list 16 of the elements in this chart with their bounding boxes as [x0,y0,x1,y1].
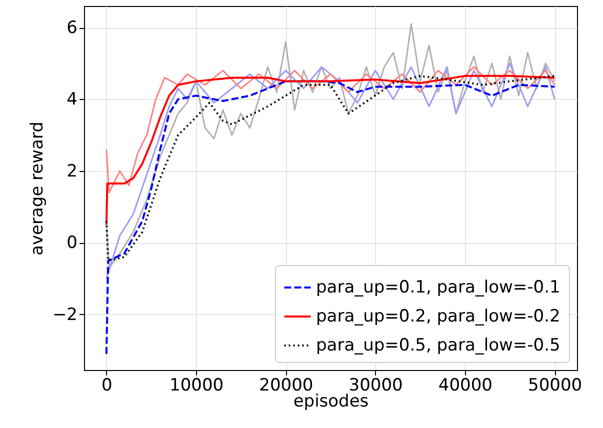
line-series [106,23,556,269]
line-series [106,66,556,194]
x-tick-label: 40000 [438,376,492,396]
x-tick-label: 0 [101,376,112,396]
legend-label: para_up=0.1, para_low=-0.1 [316,278,560,298]
y-tick-label: 0 [66,233,78,254]
y-tick-label: 2 [66,161,78,182]
x-tick-label: 50000 [528,376,582,396]
legend-label: para_up=0.2, para_low=-0.2 [316,306,560,326]
y-axis-title: average reward [27,122,48,256]
y-tick-label: 4 [66,90,78,110]
y-tick-label: 6 [66,18,78,38]
x-tick-label: 10000 [170,376,224,396]
y-tick-label: −2 [52,304,78,325]
line-series [105,74,556,226]
legend-label: para_up=0.5, para_low=-0.5 [316,336,560,356]
